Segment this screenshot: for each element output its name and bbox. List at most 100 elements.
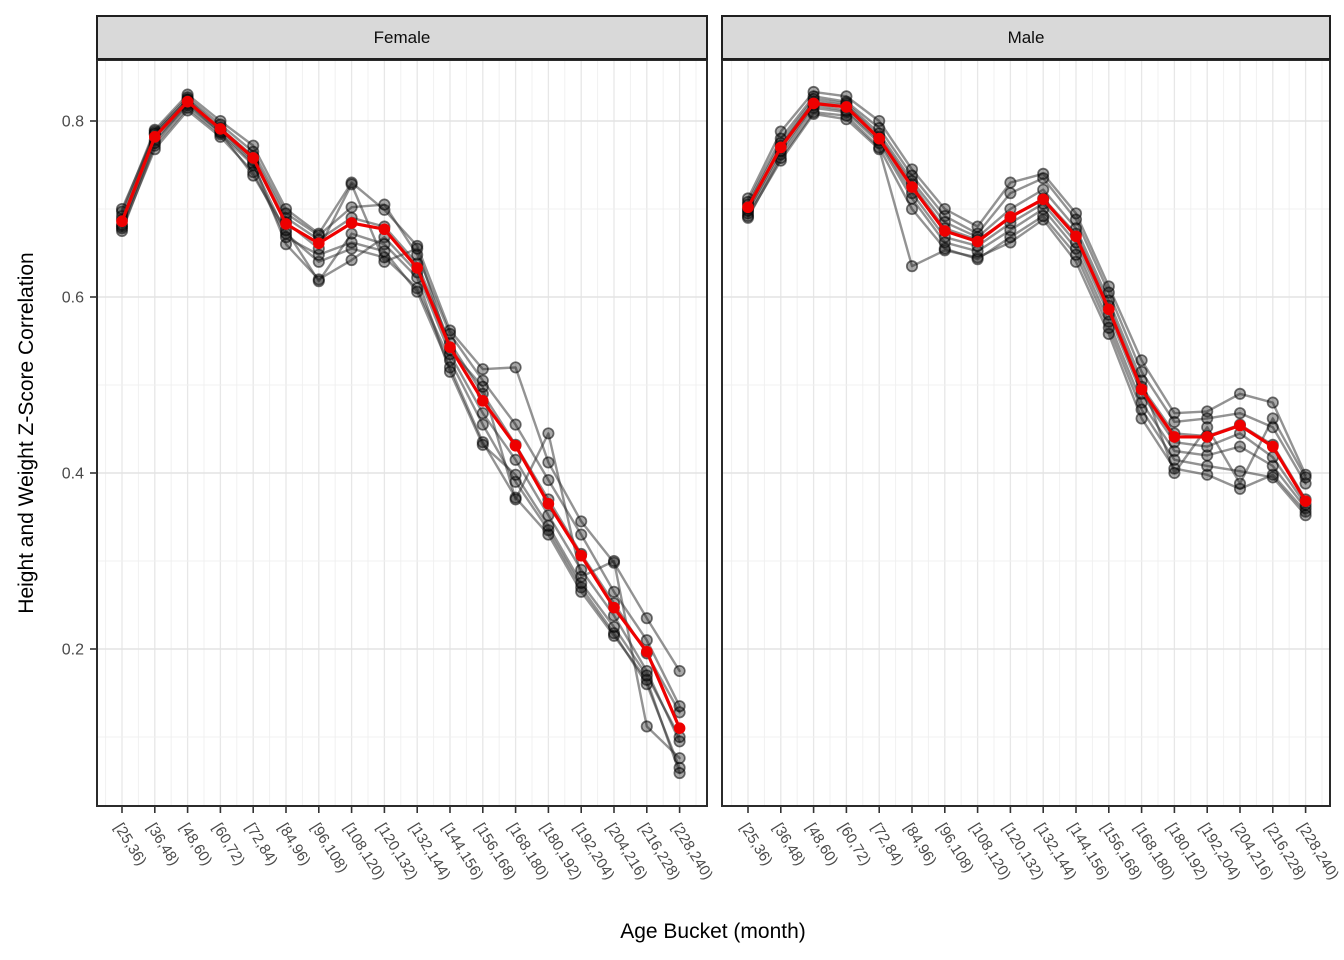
- gray-data-point: [1233, 465, 1247, 478]
- gray-data-point: [1168, 407, 1181, 420]
- gray-data-point: [542, 528, 555, 541]
- panel-border: [721, 59, 1331, 807]
- red-data-point: [378, 223, 391, 236]
- y-tick-label: 0.4: [62, 466, 84, 483]
- gray-data-point: [345, 227, 358, 240]
- gray-data-point: [1201, 412, 1214, 425]
- gray-data-point: [1004, 176, 1017, 189]
- gray-data-point: [1168, 453, 1181, 466]
- panel-background: [722, 60, 1330, 806]
- gray-data-point: [1201, 440, 1214, 453]
- gray-data-point: [1233, 440, 1247, 453]
- gray-data-point: [575, 515, 588, 528]
- gray-data-point: [476, 418, 489, 431]
- gray-data-point: [1037, 183, 1050, 196]
- gray-data-point: [673, 700, 686, 713]
- red-data-point: [1037, 193, 1049, 206]
- red-data-point: [971, 235, 984, 248]
- x-tick-label: [72,84): [868, 820, 907, 869]
- gray-data-point: [1069, 248, 1083, 261]
- red-data-point: [280, 218, 292, 230]
- y-tick-label: 0.2: [62, 642, 84, 659]
- gray-data-point: [1168, 415, 1181, 429]
- gray-data-point: [1004, 187, 1017, 200]
- gray-data-point: [905, 260, 919, 273]
- gray-data-point: [640, 634, 653, 647]
- x-tick-label: [25,36): [737, 820, 776, 869]
- gray-data-point: [1201, 468, 1214, 481]
- gray-data-point: [938, 242, 951, 255]
- x-tick-label: [84,96): [275, 820, 314, 869]
- red-data-point: [939, 225, 951, 237]
- red-data-point: [1168, 431, 1181, 443]
- red-data-point: [444, 341, 456, 353]
- red-data-point: [1070, 230, 1082, 243]
- red-data-point: [873, 132, 885, 145]
- gray-data-point: [1299, 471, 1312, 484]
- red-data-point: [1234, 419, 1246, 432]
- gray-data-point: [575, 585, 588, 598]
- gray-data-point: [1037, 172, 1050, 185]
- gray-data-point: [1135, 365, 1148, 378]
- red-data-point: [477, 395, 489, 407]
- gray-data-point: [1201, 421, 1214, 434]
- gray-data-point: [476, 380, 489, 393]
- x-tick-label: [36,48): [143, 820, 182, 869]
- gray-data-point: [345, 201, 358, 214]
- gray-data-point: [247, 165, 260, 179]
- gray-data-point: [1233, 387, 1247, 400]
- gray-data-point: [607, 585, 621, 598]
- red-data-point: [1103, 303, 1115, 316]
- gray-data-point: [509, 418, 522, 431]
- gray-data-point: [971, 253, 984, 266]
- panel-background: [97, 60, 707, 806]
- red-data-point: [1135, 383, 1148, 396]
- red-data-point: [906, 181, 918, 193]
- x-tick-label: [84,96): [901, 820, 940, 869]
- gray-data-point: [1102, 321, 1115, 334]
- gray-data-point: [1299, 509, 1312, 522]
- gray-data-point: [411, 242, 424, 255]
- red-data-point: [1299, 495, 1312, 507]
- gray-data-point: [607, 554, 621, 568]
- gray-data-point: [509, 493, 522, 506]
- red-data-point: [575, 549, 587, 562]
- gray-data-point: [1233, 477, 1247, 490]
- gray-data-point: [378, 255, 391, 268]
- x-tick-label: [72,84): [242, 820, 281, 869]
- gray-data-point: [345, 236, 358, 249]
- gray-data-point: [476, 407, 489, 420]
- gray-data-point: [1135, 403, 1148, 416]
- gray-data-point: [509, 361, 522, 374]
- gray-data-point: [345, 253, 358, 267]
- gray-data-point: [575, 528, 588, 541]
- gray-data-point: [607, 629, 621, 642]
- gray-data-point: [542, 519, 555, 532]
- gray-data-point: [509, 468, 522, 481]
- gray-data-point: [1233, 407, 1247, 420]
- gray-data-point: [1135, 354, 1148, 367]
- gray-data-point: [411, 285, 424, 298]
- red-data-point: [542, 498, 555, 510]
- gray-data-point: [1168, 444, 1181, 458]
- gray-data-point: [1037, 209, 1050, 223]
- red-mean-line: [120, 100, 682, 730]
- gray-data-point: [476, 438, 489, 451]
- x-tick-label: [36,48): [769, 820, 808, 869]
- gray-data-point: [509, 453, 522, 466]
- red-data-point: [775, 141, 787, 154]
- gray-data-point: [575, 576, 588, 590]
- red-data-point: [149, 131, 161, 143]
- red-data-point: [641, 645, 653, 658]
- gray-data-point: [640, 669, 653, 682]
- gray-data-point: [1201, 459, 1214, 473]
- red-data-point: [742, 201, 754, 214]
- red-data-point: [116, 215, 128, 228]
- gray-data-point: [1266, 471, 1279, 484]
- red-data-point: [807, 97, 820, 110]
- gray-data-point: [476, 363, 489, 376]
- red-data-point: [345, 217, 358, 229]
- red-data-point: [1004, 211, 1017, 223]
- red-data-point: [181, 95, 194, 108]
